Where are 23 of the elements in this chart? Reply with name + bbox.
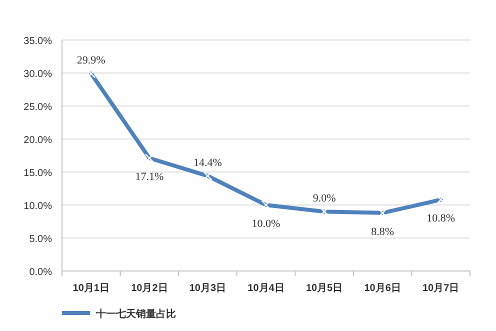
y-tick-label: 5.0% xyxy=(29,234,52,245)
x-tick-label: 10月4日 xyxy=(248,283,284,294)
y-tick-label: 30.0% xyxy=(24,69,52,80)
legend-label: 十一七天销量占比 xyxy=(95,308,176,320)
y-tick-label: 20.0% xyxy=(24,135,52,146)
data-label: 17.1% xyxy=(135,171,164,184)
data-label: 8.8% xyxy=(371,226,394,238)
x-tick-label: 10月7日 xyxy=(422,283,460,294)
y-tick-label: 25.0% xyxy=(24,102,52,113)
y-tick-label: 15.0% xyxy=(24,168,52,179)
y-tick-label: 10.0% xyxy=(24,201,52,212)
data-label: 10.0% xyxy=(252,218,280,230)
x-tick-label: 10月5日 xyxy=(306,283,343,294)
data-label: 10.8% xyxy=(426,212,456,225)
y-tick-label: 0.0% xyxy=(29,267,52,278)
x-tick-label: 10月2日 xyxy=(131,283,168,294)
x-tick-label: 10月3日 xyxy=(189,283,226,294)
x-tick-label: 10月1日 xyxy=(72,283,110,294)
x-tick-label: 10月6日 xyxy=(364,283,401,294)
data-label: 9.0% xyxy=(312,192,336,205)
data-label: 29.9% xyxy=(76,54,106,67)
y-tick-label: 35.0% xyxy=(24,36,52,47)
data-label: 14.4% xyxy=(194,156,222,169)
